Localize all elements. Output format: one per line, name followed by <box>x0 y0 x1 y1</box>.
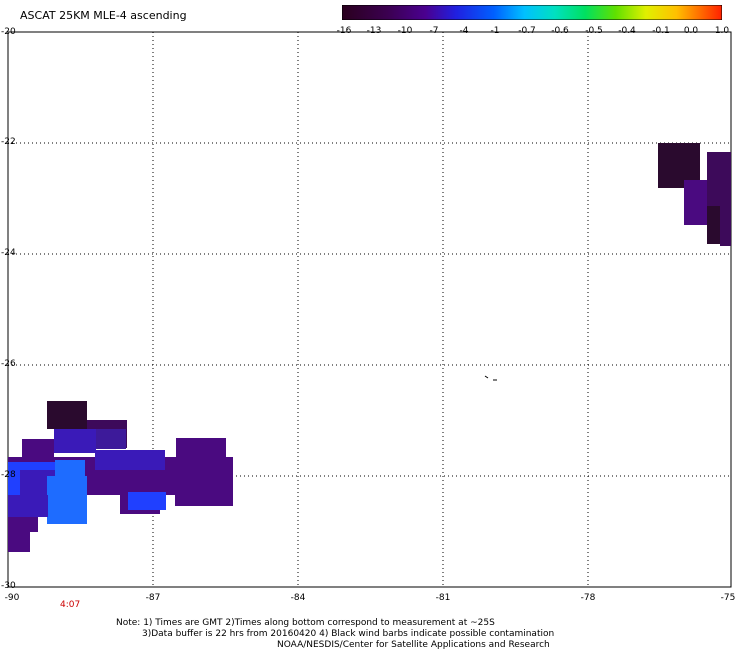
lat-label: -22 <box>1 137 16 147</box>
colorbar <box>342 5 722 20</box>
lon-label: -87 <box>145 593 161 603</box>
lat-label: -20 <box>1 27 16 37</box>
wind-data-swath-northeast <box>658 143 731 246</box>
lat-label: -26 <box>1 359 16 369</box>
colorbar-label: -0.7 <box>518 26 536 36</box>
grid-lines <box>8 32 731 587</box>
lon-label: -90 <box>4 593 20 603</box>
colorbar-label: -0.1 <box>652 26 670 36</box>
note-line-3: NOAA/NESDIS/Center for Satellite Applica… <box>277 640 550 650</box>
wind-barbs <box>484 375 497 381</box>
lon-label: -84 <box>290 593 306 603</box>
colorbar-label: -1 <box>490 26 500 36</box>
colorbar-label: -7 <box>429 26 439 36</box>
plot-frame <box>7 31 732 588</box>
lon-label: -81 <box>435 593 451 603</box>
colorbar-label: -10 <box>397 26 413 36</box>
colorbar-label: 1.0 <box>714 26 730 36</box>
lat-label: -30 <box>1 581 16 591</box>
map-title: ASCAT 25KM MLE-4 ascending <box>20 9 187 22</box>
colorbar-label: -13 <box>366 26 382 36</box>
colorbar-label: -0.4 <box>618 26 636 36</box>
note-line-1: Note: 1) Times are GMT 2)Times along bot… <box>116 618 495 628</box>
lon-label: -75 <box>720 593 736 603</box>
colorbar-label: -0.6 <box>551 26 569 36</box>
colorbar-labels: -16 -13 -10 -7 -4 -1 -0.7 -0.6 -0.5 -0.4… <box>330 26 740 40</box>
colorbar-label: 0.0 <box>683 26 699 36</box>
lat-label: -28 <box>1 470 16 480</box>
lat-label: -24 <box>1 248 16 258</box>
wind-data-swath-southwest <box>8 401 233 552</box>
colorbar-label: -4 <box>459 26 469 36</box>
colorbar-label: -16 <box>336 26 352 36</box>
time-label: 4:07 <box>60 600 81 610</box>
lon-label: -78 <box>580 593 596 603</box>
colorbar-label: -0.5 <box>585 26 603 36</box>
note-line-2: 3)Data buffer is 22 hrs from 20160420 4)… <box>142 629 555 639</box>
